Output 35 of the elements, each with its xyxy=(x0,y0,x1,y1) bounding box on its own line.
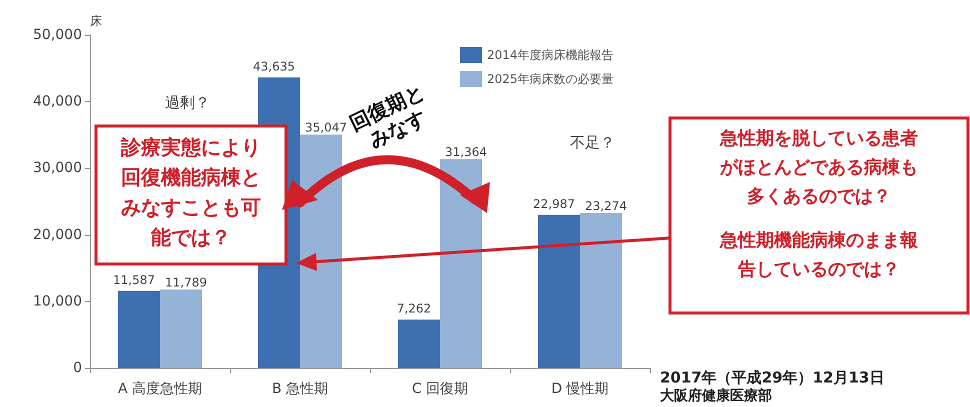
x-tick-label: D 慢性期 xyxy=(551,381,609,397)
text: 急性期を脱している患者がほとんどである病棟も多くあるのでは？ xyxy=(719,128,918,207)
x-tick-label: C 回復期 xyxy=(412,381,468,397)
text: 急性期機能病棟のまま報告しているのでは？ xyxy=(719,230,919,280)
bar xyxy=(118,290,160,368)
data-label: 22,987 xyxy=(533,196,575,211)
y-tick-label: 50,000 xyxy=(33,27,82,43)
annotation: 過剰？ xyxy=(165,94,210,112)
bar xyxy=(398,320,440,368)
data-label: 43,635 xyxy=(253,59,295,74)
bar xyxy=(300,134,342,368)
data-label: 35,047 xyxy=(305,120,347,135)
legend-label: 2025年病床数の必要量 xyxy=(487,72,614,86)
legend-label: 2014年度病床機能報告 xyxy=(487,48,614,62)
y-tick-label: 0 xyxy=(73,360,82,376)
y-tick-label: 30,000 xyxy=(33,160,82,176)
data-label: 31,364 xyxy=(445,145,487,160)
annotation: 回復期とみなす xyxy=(346,78,430,153)
bar xyxy=(538,214,580,368)
text: 2017年（平成29年）12月13日 xyxy=(660,368,884,386)
y-axis-title: 床 xyxy=(90,14,102,28)
data-label: 11,789 xyxy=(165,275,207,290)
data-label: 11,587 xyxy=(113,272,155,287)
bar xyxy=(580,212,622,368)
y-tick-label: 20,000 xyxy=(33,226,82,243)
data-label: 7,262 xyxy=(396,302,432,316)
x-tick-label: A 高度急性期 xyxy=(118,381,202,397)
y-tick-label: 10,000 xyxy=(33,293,82,310)
annotation: 不足？ xyxy=(570,134,615,152)
annotation: 診療実態により回復機能病棟とみなすことも可能では？ xyxy=(120,135,261,249)
x-tick-label: B 急性期 xyxy=(272,381,328,397)
data-label: 23,274 xyxy=(585,198,627,213)
text: 大阪府健康医療部 xyxy=(660,387,772,404)
y-tick-label: 40,000 xyxy=(33,94,82,110)
bar xyxy=(160,289,202,368)
